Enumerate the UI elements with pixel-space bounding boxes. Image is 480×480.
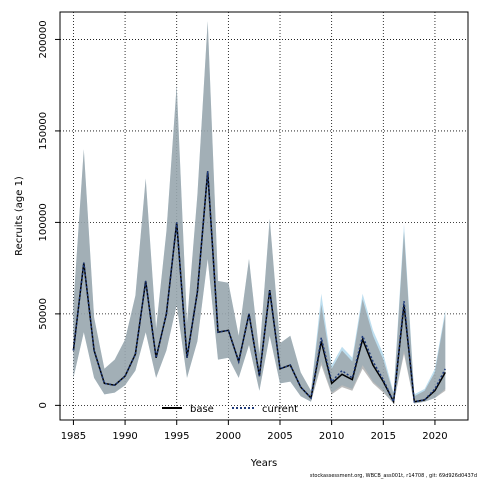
y-axis: 0 50000 100000 150000 200000 [38, 20, 60, 409]
y-tick-label: 150000 [38, 112, 49, 150]
series-lines [72, 171, 446, 405]
x-tick-label: 1985 [61, 431, 86, 442]
line-current [72, 171, 446, 405]
x-tick-label: 1990 [112, 431, 137, 442]
y-tick-label: 0 [38, 402, 49, 408]
x-axis: 1985 1990 1995 2000 2005 2010 2015 2020 [61, 420, 448, 442]
band-base [73, 21, 446, 404]
y-axis-title: Recruits (age 1) [14, 176, 25, 256]
x-tick-label: 2015 [371, 431, 396, 442]
x-tick-label: 2010 [319, 431, 344, 442]
x-tick-label: 1995 [164, 431, 189, 442]
y-tick-label: 50000 [38, 298, 49, 330]
confidence-bands [73, 21, 446, 404]
x-tick-label: 2005 [267, 431, 292, 442]
legend-base-label: base [190, 404, 214, 415]
x-tick-label: 2000 [216, 431, 241, 442]
plot-frame [59, 11, 469, 421]
y-tick-label: 100000 [38, 203, 49, 241]
legend-current-label: current [262, 404, 298, 415]
x-tick-label: 2020 [422, 431, 447, 442]
x-axis-title: Years [250, 458, 277, 469]
footer-text: stockassessment.org, WBCB_ass001t, r1470… [310, 473, 477, 479]
legend: base current [162, 404, 298, 415]
y-tick-label: 200000 [38, 20, 49, 58]
